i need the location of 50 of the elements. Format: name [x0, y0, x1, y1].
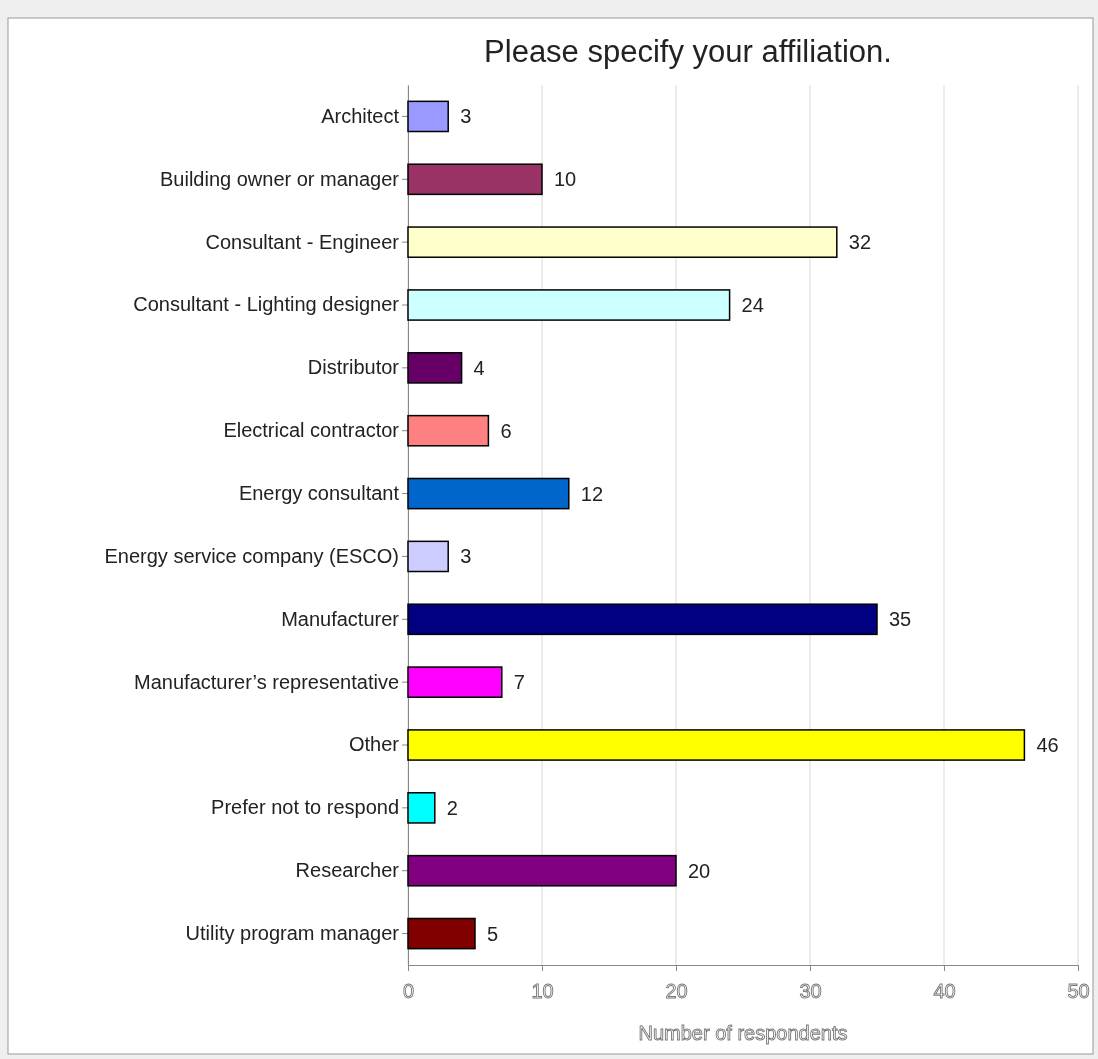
data-label: 24	[741, 294, 764, 316]
bar	[407, 352, 463, 384]
x-tick-label: 30	[799, 980, 822, 1002]
data-label: 5	[487, 922, 499, 945]
data-label: 3	[460, 545, 472, 568]
y-tick-label: Consultant - Lighting designer	[133, 293, 400, 316]
y-tick-label: Building owner or manager	[159, 167, 400, 190]
x-tick-label: 50	[1067, 980, 1090, 1002]
data-label: 2	[446, 796, 458, 819]
bar	[407, 854, 677, 887]
bar	[407, 666, 503, 698]
bar	[407, 100, 449, 133]
y-tick-label: Manufacturer’s representative	[134, 670, 399, 693]
data-label: 10	[554, 168, 577, 191]
data-label: 46	[1036, 734, 1059, 756]
y-tick-label: Electrical contractor	[223, 419, 400, 442]
bar	[407, 603, 878, 636]
data-label: 12	[580, 482, 604, 505]
bar	[407, 289, 731, 321]
y-tick-label: Architect	[321, 104, 400, 127]
data-label: 3	[460, 105, 472, 128]
x-tick-label: 10	[531, 980, 554, 1002]
bar	[407, 792, 436, 824]
data-label: 7	[513, 671, 525, 694]
data-label: 20	[688, 859, 711, 882]
x-axis-title: Number of respondents	[638, 1022, 848, 1044]
y-tick-label: Manufacturer	[281, 607, 400, 630]
bar	[407, 477, 570, 510]
chart-title: Please specify your affiliation.	[484, 34, 892, 69]
bar	[407, 729, 1026, 761]
y-tick-label: Prefer not to respond	[211, 796, 399, 819]
y-tick-label: Consultant - Engineer	[205, 230, 400, 253]
bar	[407, 163, 543, 196]
y-tick-label: Distributor	[307, 356, 400, 379]
bar	[407, 414, 490, 447]
data-label: 6	[500, 419, 512, 442]
y-tick-label: Utility program manager	[185, 921, 400, 944]
data-label: 35	[889, 608, 912, 631]
bar	[407, 540, 449, 573]
bar	[407, 917, 476, 950]
y-tick-label: Other	[348, 733, 400, 756]
x-tick-label: 40	[933, 980, 956, 1002]
y-tick-label: Energy consultant	[238, 481, 400, 504]
x-tick-label: 0	[402, 980, 415, 1002]
y-tick-label: Energy service company (ESCO)	[104, 544, 399, 567]
bar	[407, 226, 838, 258]
y-tick-label: Researcher	[295, 859, 400, 882]
data-label: 32	[848, 231, 872, 254]
data-label: 4	[473, 356, 485, 379]
x-tick-label: 20	[665, 980, 688, 1002]
